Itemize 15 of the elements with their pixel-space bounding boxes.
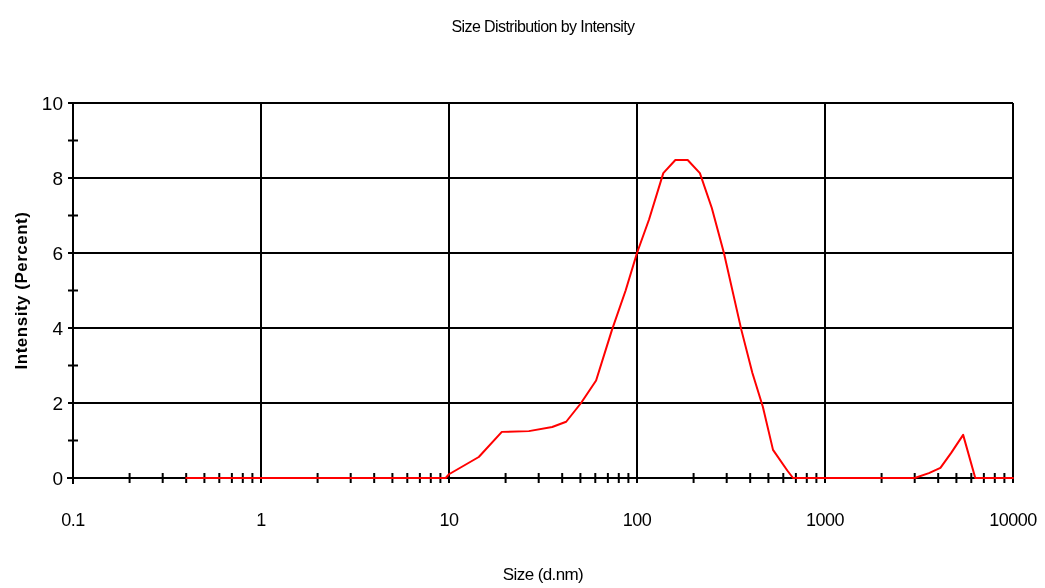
x-tick-label: 10000 <box>989 510 1038 530</box>
x-tick-label: 0.1 <box>61 510 86 530</box>
y-tick-label: 6 <box>52 243 63 264</box>
x-tick-label: 10 <box>439 510 459 530</box>
y-tick-label: 10 <box>41 93 63 114</box>
chart-title: Size Distribution by Intensity <box>451 18 636 35</box>
x-tick-label: 100 <box>622 510 652 530</box>
y-axis-title: Intensity (Percent) <box>12 211 31 370</box>
y-tick-label: 4 <box>52 318 64 339</box>
x-axis-title: Size (d.nm) <box>502 565 584 584</box>
y-tick-label: 8 <box>52 168 63 189</box>
x-tick-label: 1 <box>256 510 267 530</box>
y-tick-label: 0 <box>52 468 63 489</box>
x-tick-label: 1000 <box>805 510 845 530</box>
y-tick-label: 2 <box>52 393 63 414</box>
